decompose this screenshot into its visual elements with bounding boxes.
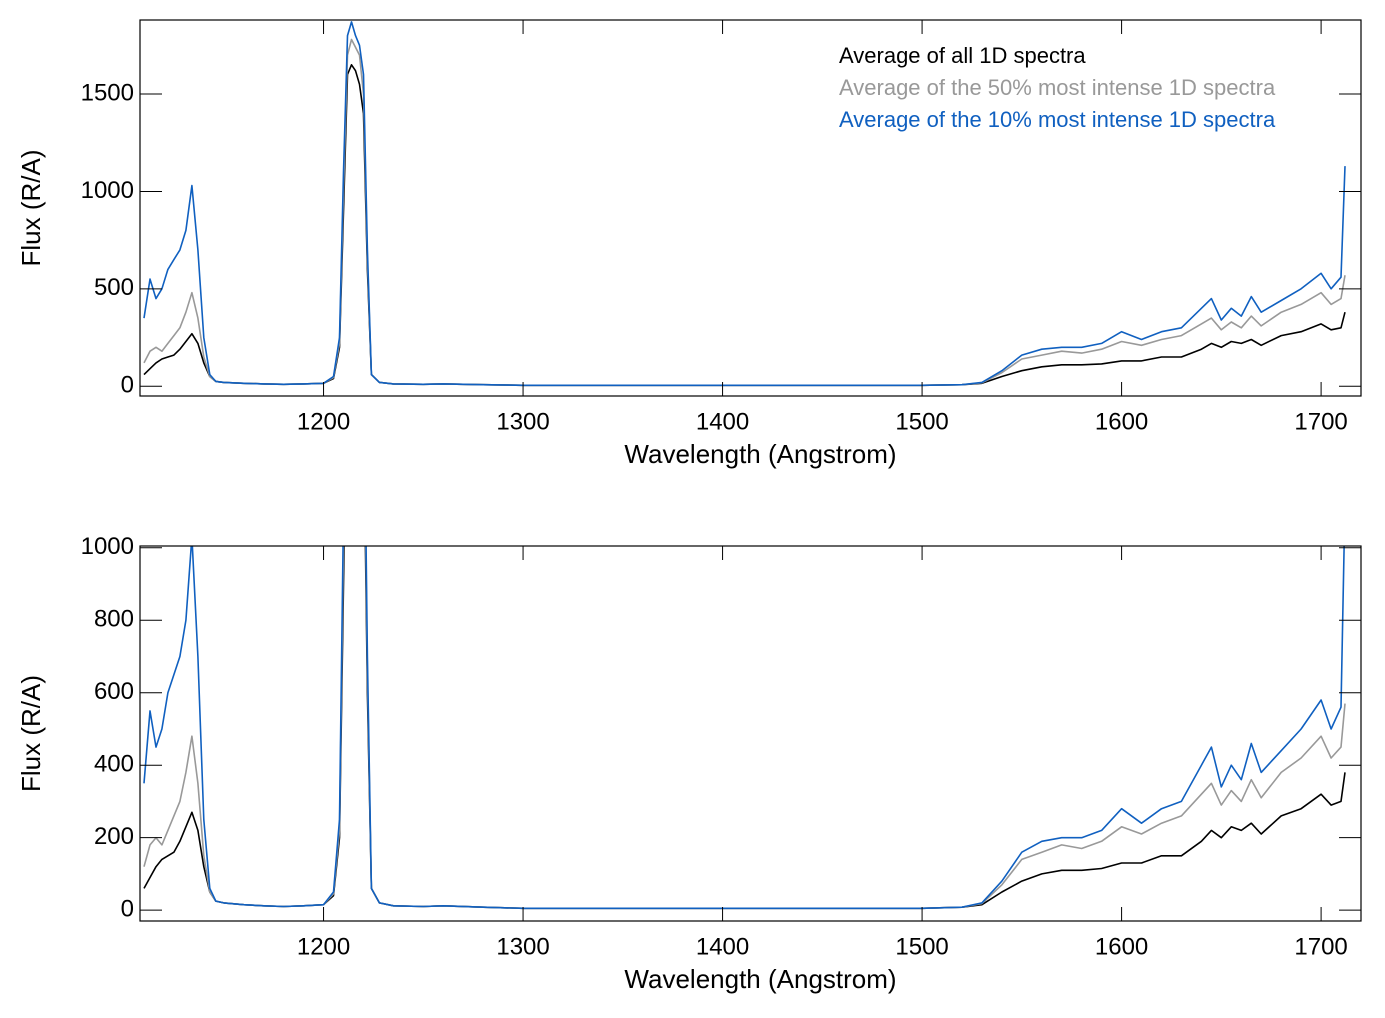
- legend-entry: Average of the 10% most intense 1D spect…: [839, 107, 1276, 132]
- x-tick-label: 1300: [496, 408, 549, 435]
- x-tick-label: 1600: [1095, 933, 1148, 960]
- legend-entry: Average of all 1D spectra: [839, 43, 1086, 68]
- x-tick-label: 1400: [696, 933, 749, 960]
- spectrum-line: [143, 546, 1346, 910]
- x-tick-label: 1200: [297, 933, 350, 960]
- x-tick-label: 1700: [1294, 933, 1347, 960]
- x-tick-label: 1500: [895, 408, 948, 435]
- plot-frame: [139, 19, 1362, 397]
- x-tick-label: 1600: [1095, 408, 1148, 435]
- y-tick-label: 600: [94, 678, 134, 705]
- x-tick-label: 1200: [297, 408, 350, 435]
- y-axis-label: Flux (R/A): [16, 150, 46, 267]
- y-tick-label: 500: [94, 274, 134, 301]
- y-axis-label: Flux (R/A): [16, 675, 46, 792]
- x-axis-label: Wavelength (Angstrom): [624, 439, 896, 469]
- y-tick-label: 1500: [81, 79, 134, 106]
- chart: 1200 1300 1400 1500 1600 1700 0 200 400 600 800 100…: [16, 533, 1362, 994]
- lines: [143, 21, 1346, 387]
- y-tick-label: 1000: [81, 533, 134, 560]
- plot-frame: [139, 545, 1362, 922]
- y-tick-label: 400: [94, 751, 134, 778]
- x-tick-label: 1500: [895, 933, 948, 960]
- y-tick-label: 200: [94, 823, 134, 850]
- x-tick-label: 1300: [496, 933, 549, 960]
- y-tick-label: 800: [94, 606, 134, 633]
- legend-entry: Average of the 50% most intense 1D spect…: [839, 75, 1276, 100]
- spectrum-line: [143, 21, 1346, 387]
- lines: [143, 546, 1346, 910]
- y-tick-label: 0: [121, 372, 134, 399]
- chart: 1200 1300 1400 1500 1600 1700 0 500 1000 1500 Wave…: [16, 19, 1362, 469]
- y-tick-label: 1000: [81, 177, 134, 204]
- y-tick-label: 0: [121, 895, 134, 922]
- spectrum-line: [143, 546, 1346, 910]
- x-axis-label: Wavelength (Angstrom): [624, 964, 896, 994]
- x-tick-label: 1700: [1294, 408, 1347, 435]
- x-tick-label: 1400: [696, 408, 749, 435]
- spectrum-line: [143, 546, 1345, 910]
